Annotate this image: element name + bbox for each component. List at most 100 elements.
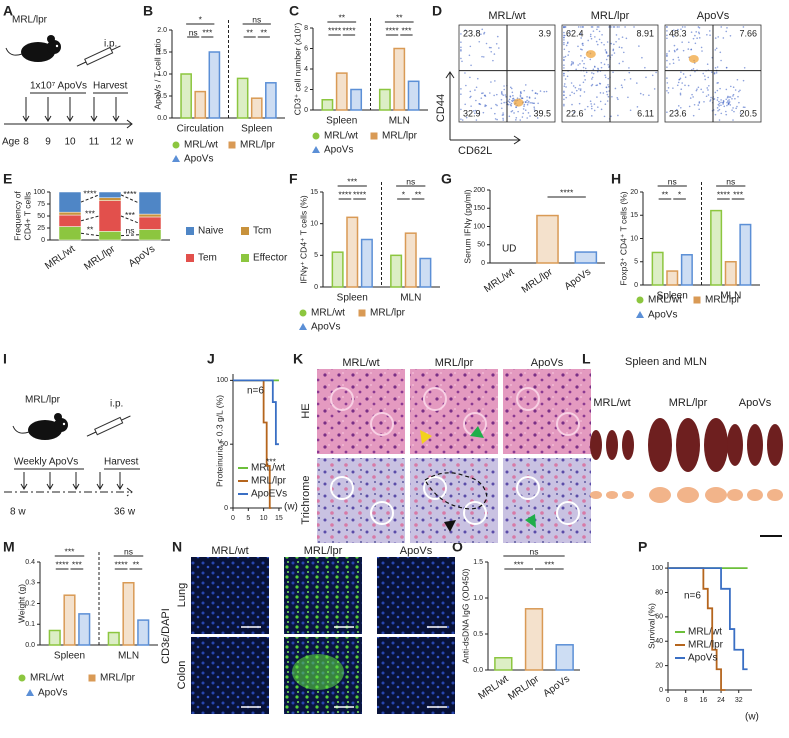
column-title: MRL/wt xyxy=(593,397,630,409)
flow-event xyxy=(488,46,491,49)
mouse-ear xyxy=(47,35,55,43)
flow-event xyxy=(628,71,631,74)
flow-event xyxy=(529,102,531,104)
flow-event xyxy=(589,58,592,61)
column-title: MRL/lpr xyxy=(669,397,708,409)
flow-event xyxy=(483,32,485,35)
legend-label: MRL/wt xyxy=(184,140,218,151)
flow-event xyxy=(666,55,668,57)
flow-event xyxy=(584,108,586,111)
sig-label: *** xyxy=(347,176,358,186)
flow-event xyxy=(475,86,478,89)
y-tick-label: 15 xyxy=(310,189,318,196)
flow-event xyxy=(582,44,584,47)
flow-event xyxy=(714,113,717,116)
n-label: n=6 xyxy=(684,591,701,602)
flow-event xyxy=(592,68,595,71)
flow-event xyxy=(525,101,527,103)
flow-event xyxy=(729,34,732,37)
glomerulus xyxy=(423,476,447,500)
flow-event xyxy=(509,95,512,97)
category-label: MRL/lpr xyxy=(506,673,542,702)
y-tick-label: 0 xyxy=(304,107,308,114)
legend-label: MRL/wt xyxy=(688,627,722,638)
sig-label: **** xyxy=(328,25,342,35)
flow-event xyxy=(563,31,565,34)
sig-label: *** xyxy=(72,559,83,569)
flow-event xyxy=(742,106,745,108)
flow-event xyxy=(610,26,612,28)
flow-event xyxy=(580,55,582,57)
flow-event xyxy=(501,93,503,95)
x-tick-label: 10 xyxy=(260,515,268,522)
flow-event xyxy=(696,88,698,90)
flow-event xyxy=(605,86,608,89)
flow-event xyxy=(688,105,691,108)
x-tick-label: 32 xyxy=(735,697,743,704)
flow-event xyxy=(704,78,707,81)
flow-event xyxy=(580,37,582,39)
y-tick-label: 0 xyxy=(314,284,318,291)
flow-event xyxy=(531,89,534,92)
sig-label: ** xyxy=(246,27,253,37)
lymph-node xyxy=(677,487,699,503)
x-tick-label: 16 xyxy=(699,697,707,704)
panel-letter: E xyxy=(3,171,12,187)
dose-arrow xyxy=(96,472,104,490)
flow-event xyxy=(642,93,645,96)
quadrant-value: 3.9 xyxy=(538,28,551,38)
x-tick-label: 0 xyxy=(231,515,235,522)
sig-label: **** xyxy=(560,187,574,197)
dose-arrow xyxy=(22,97,30,122)
column-title: MRL/wt xyxy=(342,357,379,369)
flow-event xyxy=(596,70,599,73)
flow-event xyxy=(515,106,517,108)
flow-event xyxy=(580,48,582,51)
bar-segment xyxy=(58,191,82,213)
sig-label: *** xyxy=(65,546,76,556)
glomerulus xyxy=(516,476,540,500)
flow-event xyxy=(533,106,535,108)
flow-event xyxy=(534,110,536,112)
flow-event xyxy=(485,42,488,45)
glomerulus xyxy=(330,476,354,500)
flow-event xyxy=(723,105,726,108)
flow-event xyxy=(460,108,462,111)
flow-event xyxy=(496,35,499,38)
syringe-needle xyxy=(86,431,97,437)
flow-event xyxy=(709,100,711,102)
flow-event xyxy=(669,63,671,65)
x-axis-label: CD62L xyxy=(458,145,492,157)
flow-event xyxy=(617,98,619,101)
bar xyxy=(250,97,263,119)
flow-event xyxy=(469,90,472,93)
flow-event xyxy=(589,100,592,103)
flow-event xyxy=(563,103,565,106)
flow-event xyxy=(710,96,712,99)
route-label: i.p. xyxy=(110,399,123,410)
sig-label: **** xyxy=(83,189,97,199)
flow-event xyxy=(527,100,530,103)
bar xyxy=(360,238,373,288)
flow-event xyxy=(621,46,623,49)
flow-event xyxy=(503,88,506,91)
flow-event xyxy=(728,101,731,103)
dose-arrow xyxy=(90,97,98,122)
sig-label: **** xyxy=(115,559,129,569)
flow-event xyxy=(695,31,698,33)
flow-event xyxy=(590,103,592,105)
flow-event xyxy=(743,67,746,69)
legend-label: MRL/lpr xyxy=(251,476,287,487)
sig-label: *** xyxy=(401,25,412,35)
flow-density xyxy=(513,98,524,107)
column-title: ApoVs xyxy=(739,397,772,409)
category-label: MRL/wt xyxy=(43,243,77,272)
flow-event xyxy=(679,106,682,109)
flow-event xyxy=(519,91,522,94)
legend-marker xyxy=(26,689,34,696)
harvest-label: Harvest xyxy=(104,457,139,468)
flow-event xyxy=(512,94,514,97)
flow-event xyxy=(605,58,608,61)
bar-segment xyxy=(58,214,82,227)
bar xyxy=(536,214,559,264)
